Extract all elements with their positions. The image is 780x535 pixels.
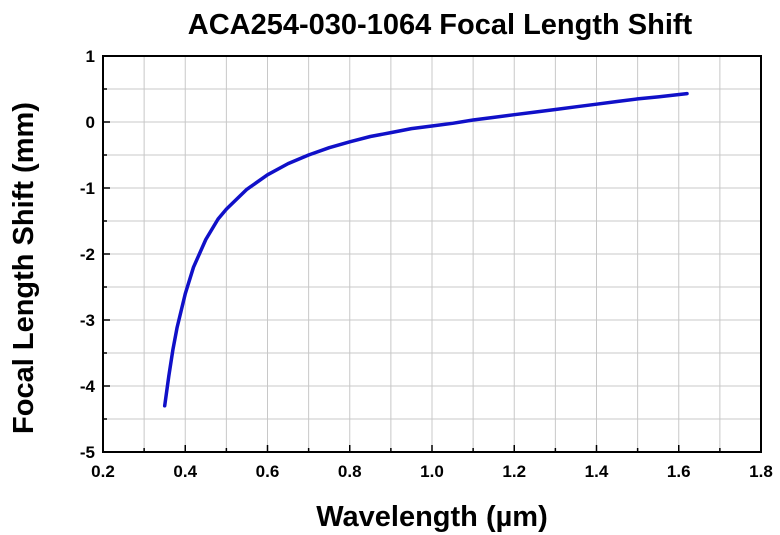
y-tick-labels: 1 0 -1 -2 -3 -4 -5 xyxy=(80,47,96,462)
y-tick-label: -2 xyxy=(80,245,95,264)
x-tick-label: 0.2 xyxy=(91,462,115,481)
y-tick-label: -5 xyxy=(80,443,95,462)
grid xyxy=(103,56,761,452)
y-tick-label: -3 xyxy=(80,311,95,330)
x-tick-label: 1.0 xyxy=(420,462,444,481)
chart-title: ACA254-030-1064 Focal Length Shift xyxy=(188,9,693,41)
x-tick-label: 1.6 xyxy=(667,462,691,481)
series-layer xyxy=(162,91,689,408)
axis-ticks xyxy=(102,55,762,453)
x-tick-label: 0.4 xyxy=(173,462,197,481)
x-tick-label: 1.8 xyxy=(749,462,773,481)
y-axis-label: Focal Length Shift (mm) xyxy=(8,102,40,434)
y-tick-label: 0 xyxy=(86,113,95,132)
x-axis-label: Wavelength (µm) xyxy=(316,501,548,533)
x-tick-label: 0.8 xyxy=(338,462,362,481)
y-tick-label: 1 xyxy=(86,47,95,66)
x-tick-label: 0.6 xyxy=(256,462,280,481)
y-tick-label: -1 xyxy=(80,179,95,198)
x-tick-label: 1.4 xyxy=(585,462,609,481)
series-line xyxy=(162,91,689,408)
x-tick-label: 1.2 xyxy=(502,462,526,481)
x-tick-labels: 0.2 0.4 0.6 0.8 1.0 1.2 1.4 1.6 1.8 xyxy=(91,462,773,481)
y-tick-label: -4 xyxy=(80,377,96,396)
